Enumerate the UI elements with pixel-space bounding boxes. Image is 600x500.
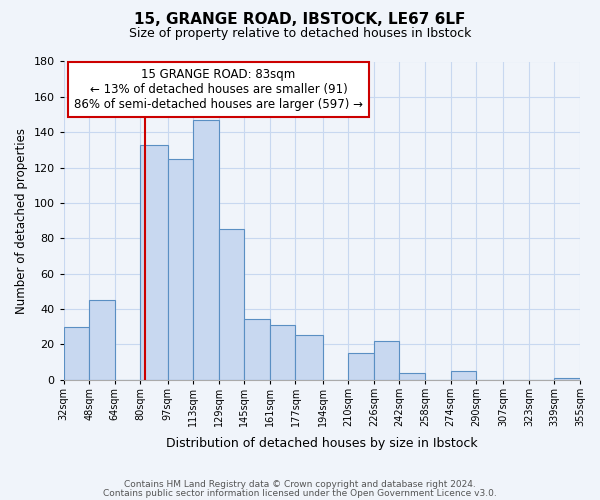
Bar [193,120,219,380]
Text: Size of property relative to detached houses in Ibstock: Size of property relative to detached ho… [129,28,471,40]
Bar [244,320,270,380]
Bar [140,144,167,380]
Text: 15 GRANGE ROAD: 83sqm
← 13% of detached houses are smaller (91)
86% of semi-deta: 15 GRANGE ROAD: 83sqm ← 13% of detached … [74,68,363,111]
X-axis label: Distribution of detached houses by size in Ibstock: Distribution of detached houses by size … [166,437,478,450]
Bar [89,300,115,380]
Bar [167,158,193,380]
Bar [374,340,400,380]
Bar [219,230,244,380]
Y-axis label: Number of detached properties: Number of detached properties [15,128,28,314]
Bar [451,370,476,380]
Bar [270,325,295,380]
Bar [348,353,374,380]
Bar [295,336,323,380]
Text: Contains HM Land Registry data © Crown copyright and database right 2024.: Contains HM Land Registry data © Crown c… [124,480,476,489]
Bar [64,326,89,380]
Text: 15, GRANGE ROAD, IBSTOCK, LE67 6LF: 15, GRANGE ROAD, IBSTOCK, LE67 6LF [134,12,466,28]
Bar [400,372,425,380]
Text: Contains public sector information licensed under the Open Government Licence v3: Contains public sector information licen… [103,488,497,498]
Bar [554,378,580,380]
